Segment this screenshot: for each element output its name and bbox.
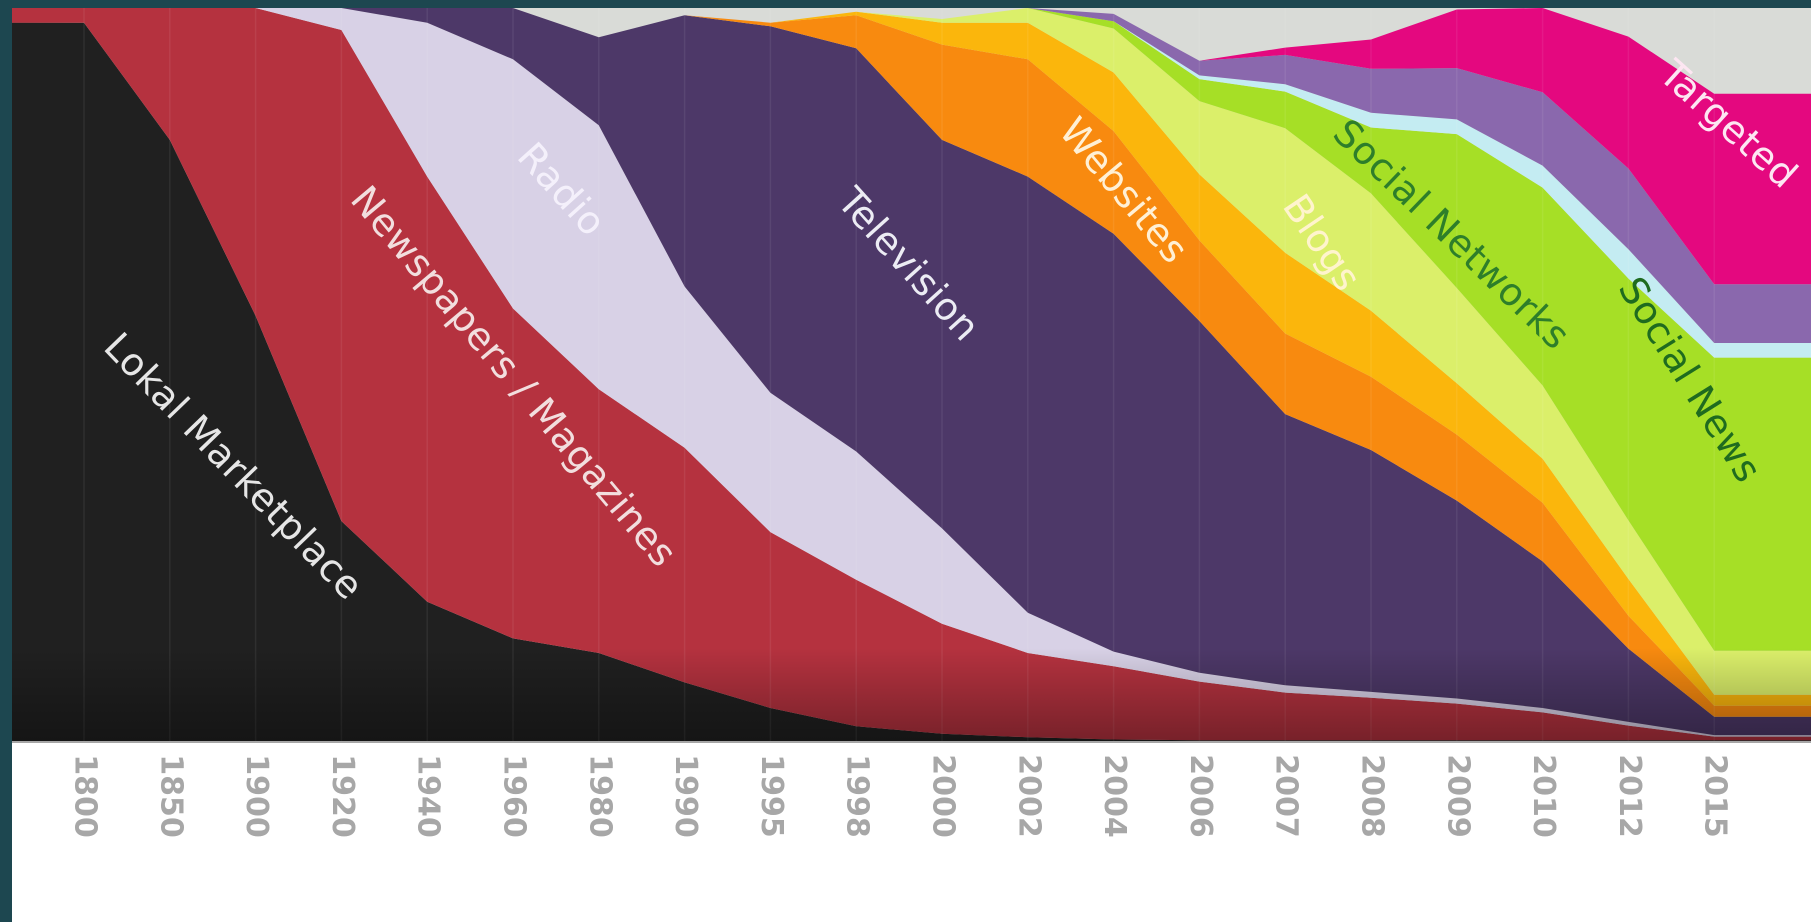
x-tick-label: 2000 [926, 754, 961, 838]
series-areas [12, 8, 1811, 742]
x-tick-label: 1940 [411, 754, 446, 838]
baseline-shadow [12, 648, 1811, 743]
x-tick-label: 2010 [1526, 754, 1561, 838]
x-tick-label: 1980 [582, 754, 617, 838]
x-tick-label: 1995 [754, 754, 789, 838]
x-tick-label: 1800 [68, 754, 103, 838]
x-axis-tick-labels: 1800 1850 1900 1920 1940 1960 1980 1990 1995 1998… [68, 754, 1733, 838]
x-tick-label: 1990 [668, 754, 703, 838]
x-tick-label: 2007 [1269, 754, 1304, 838]
x-tick-label: 2012 [1612, 754, 1647, 838]
area-newspapers-magazines [12, 8, 1811, 741]
area-social-news [12, 8, 1811, 651]
x-tick-label: 2009 [1440, 754, 1475, 838]
vertical-gridlines [83, 8, 1715, 741]
x-tick-label: 2004 [1097, 754, 1132, 838]
x-tick-label: 1998 [840, 754, 875, 838]
x-tick-label: 1920 [325, 754, 360, 838]
area-websites [12, 8, 1811, 717]
x-tick-label: 2006 [1183, 754, 1218, 838]
area-social-networks [12, 8, 1811, 695]
x-tick-label: 1900 [239, 754, 274, 838]
chart-frame: Lokal Marketplace Newspapers / Magazines R… [12, 8, 1811, 922]
x-tick-label: 2015 [1698, 754, 1733, 838]
x-tick-label: 2002 [1011, 754, 1046, 838]
x-tick-label: 1850 [153, 754, 188, 838]
x-tick-label: 1960 [497, 754, 532, 838]
x-tick-label: 2008 [1355, 754, 1390, 838]
area-series-9 [12, 8, 1811, 343]
area-television [12, 8, 1811, 736]
area-radio [12, 8, 1811, 737]
